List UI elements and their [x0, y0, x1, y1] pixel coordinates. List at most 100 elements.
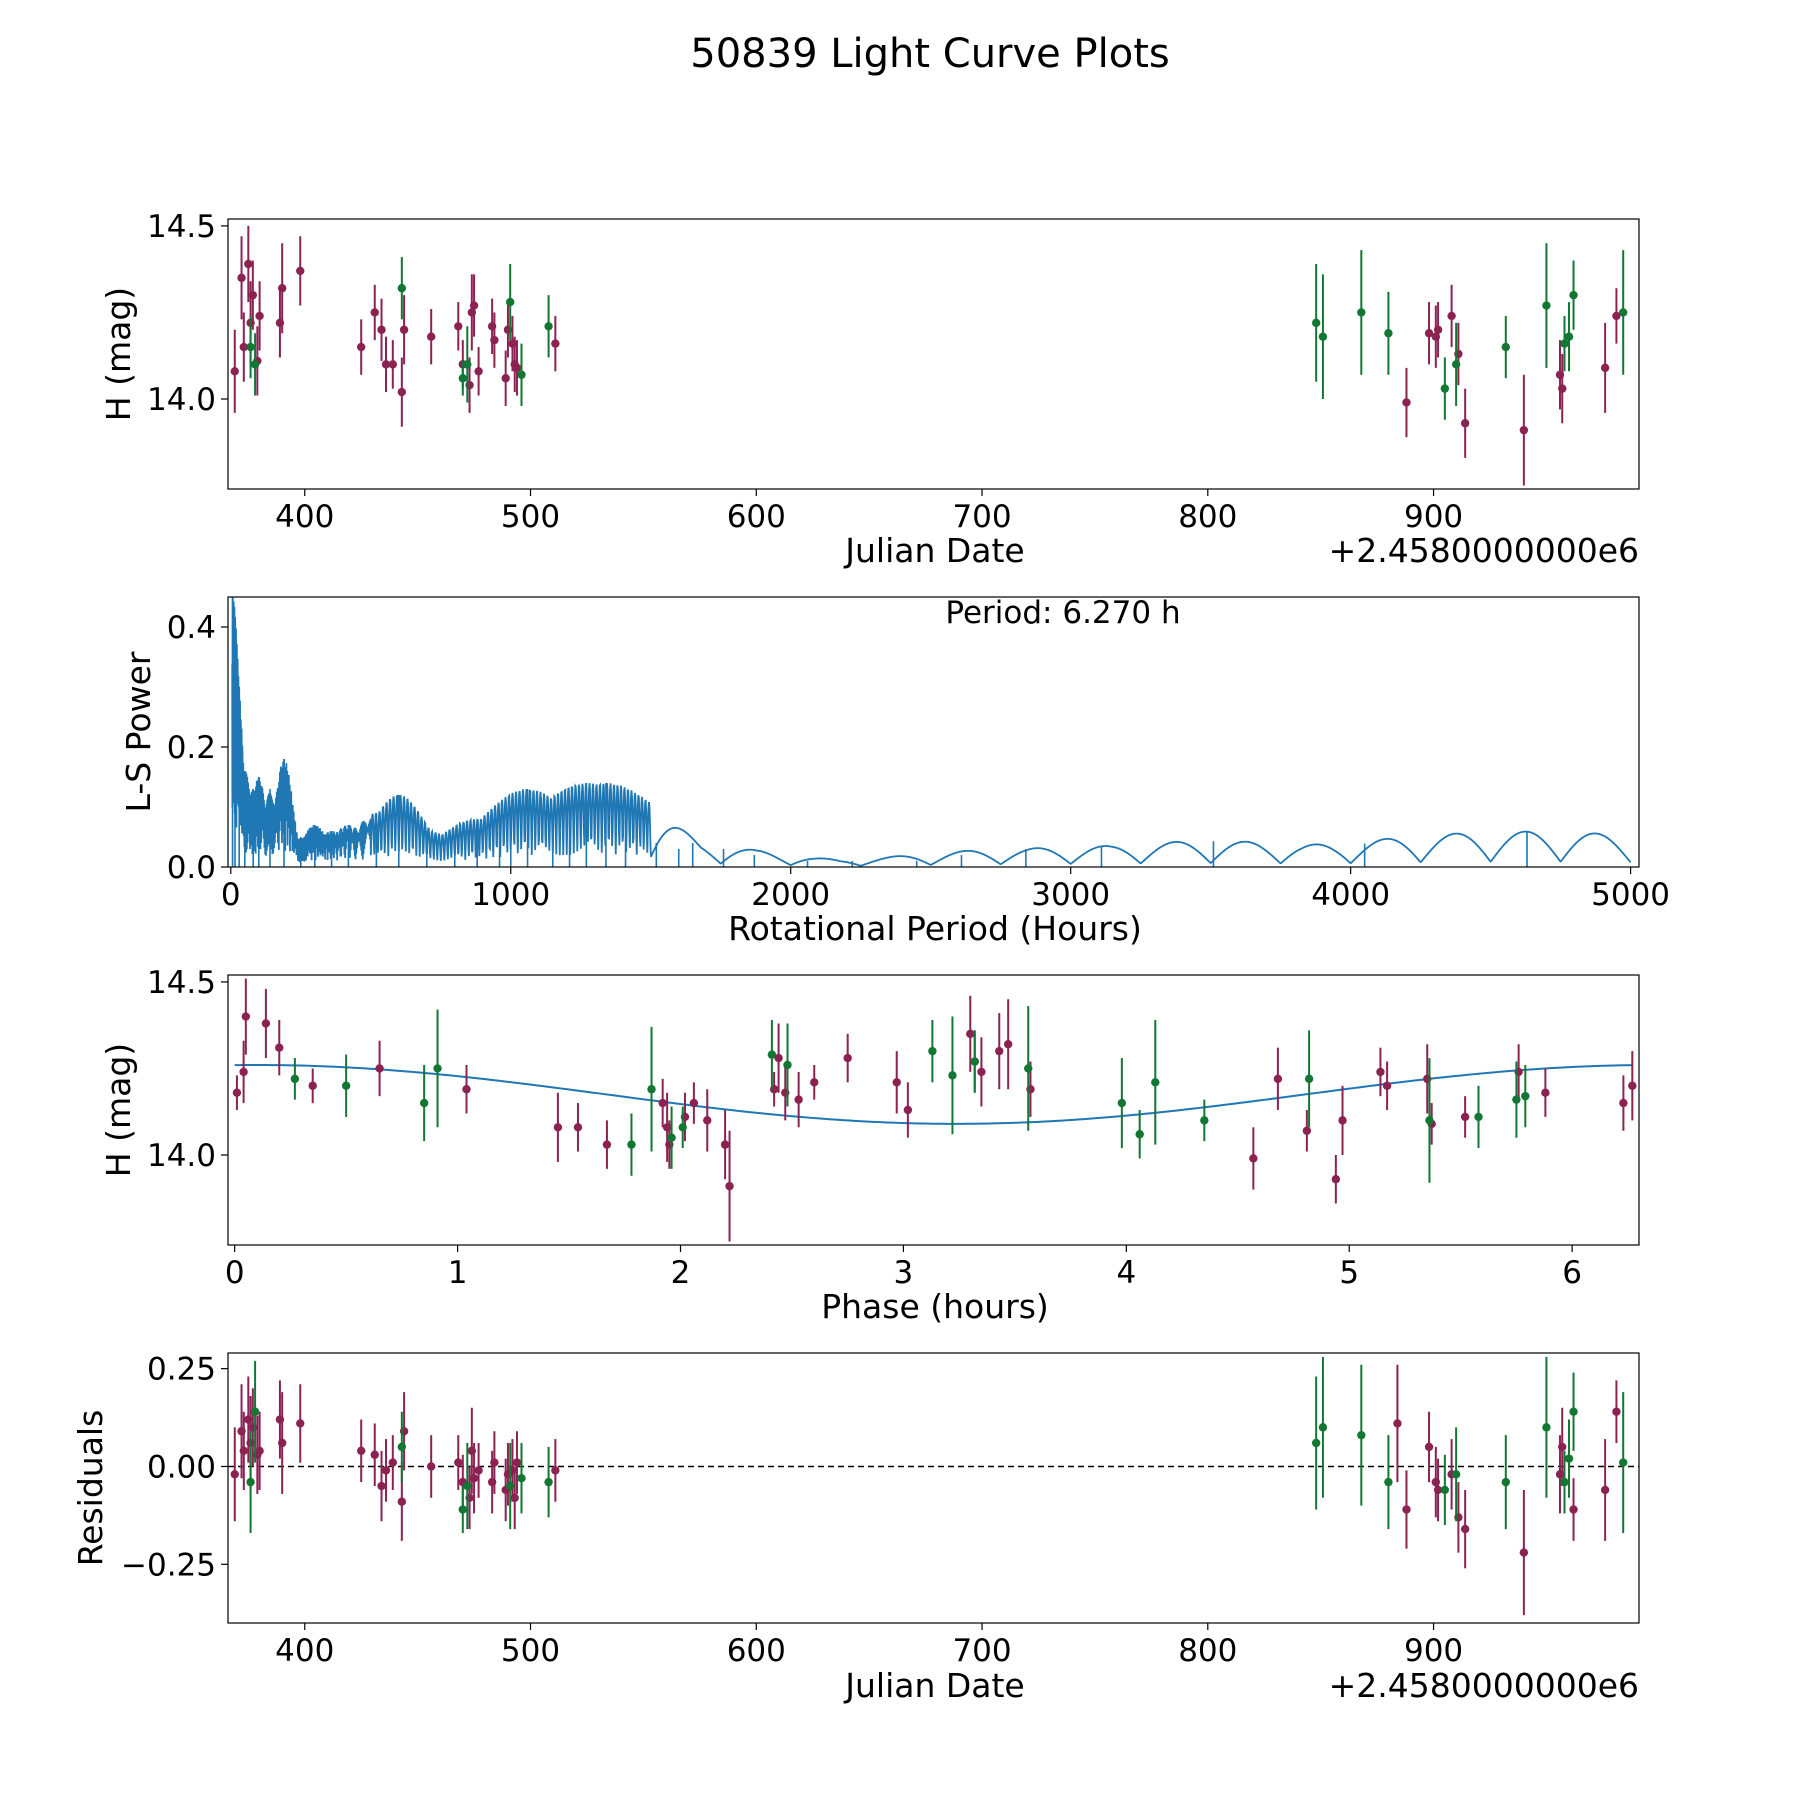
- periodogram-xtick-label: 1000: [471, 877, 550, 913]
- band_b-point: [1542, 301, 1551, 310]
- band_b-point: [1560, 1477, 1569, 1487]
- light-curve-xtick-label: 600: [727, 499, 786, 535]
- band_a-point: [1003, 1040, 1013, 1049]
- light-curve-ytick-label: 14.0: [147, 382, 216, 418]
- band_a-point: [490, 335, 499, 345]
- band_a-point: [1519, 425, 1529, 435]
- band_b-point: [1311, 318, 1321, 328]
- band_a-point: [296, 266, 305, 276]
- phase-folded-xtick-label: 0: [225, 1255, 245, 1291]
- band_a-point: [232, 1088, 242, 1097]
- band_b-point: [1542, 1423, 1551, 1432]
- band_a-point: [658, 1098, 667, 1108]
- band_a-point: [1447, 311, 1456, 321]
- band_a-point: [1338, 1116, 1347, 1125]
- band_a-point: [1433, 1485, 1443, 1495]
- light-curve-xtick-label: 500: [501, 499, 560, 535]
- band_a-point: [689, 1098, 699, 1108]
- band_b-point: [517, 370, 526, 379]
- band_a-point: [551, 339, 560, 348]
- band_a-point: [370, 1450, 379, 1459]
- band_b-point: [458, 1505, 467, 1514]
- band_a-point: [399, 325, 409, 334]
- band_a-point: [1331, 1175, 1341, 1184]
- band_b-point: [1151, 1078, 1160, 1087]
- band_b-point: [1501, 342, 1511, 352]
- band_b-point: [1440, 384, 1450, 393]
- band_b-point: [1440, 1485, 1450, 1495]
- band_a-point: [239, 1067, 248, 1077]
- residuals-ticks: 400 500 600 700 800 900 −0.25 0.00 0.25: [121, 1352, 1463, 1669]
- residuals-ytick-label: 0.25: [147, 1352, 216, 1388]
- band_a-point: [774, 1053, 783, 1063]
- phase-folded-xtick-label: 2: [671, 1255, 691, 1291]
- band_b-point: [1357, 308, 1366, 317]
- band_b-point: [667, 1133, 676, 1142]
- light-curve-xlabel: Julian Date: [843, 531, 1025, 570]
- band_a-point: [230, 1470, 239, 1479]
- band_b-point: [767, 1050, 777, 1059]
- band_b-point: [1564, 1454, 1574, 1463]
- band_b-point: [517, 1474, 526, 1483]
- band_a-point: [1460, 1112, 1470, 1122]
- band_a-point: [255, 1446, 264, 1456]
- band_b-point: [397, 284, 407, 293]
- band_b-point: [341, 1081, 351, 1090]
- band_a-point: [1302, 1126, 1312, 1135]
- periodogram-xtick-label: 5000: [1591, 877, 1670, 913]
- band_a-point: [551, 1466, 560, 1475]
- band_a-point: [703, 1116, 712, 1125]
- band_a-point: [1460, 1524, 1470, 1534]
- band_b-point: [433, 1064, 442, 1073]
- periodogram-marks: [231, 597, 1632, 867]
- band_a-point: [1424, 329, 1434, 338]
- band_a-point: [490, 1458, 499, 1467]
- phase-folded-xtick-label: 3: [894, 1255, 914, 1291]
- band_a-point: [553, 1123, 563, 1132]
- band_b-point: [463, 1481, 472, 1491]
- band_a-point: [239, 1446, 249, 1456]
- band_b-point: [970, 1057, 979, 1066]
- band_a-point: [1424, 1442, 1434, 1452]
- band_b-point: [1474, 1112, 1483, 1122]
- periodogram-panel: 0 1000 2000 3000 4000 5000 0.0 0.2 0.4 Period: 6…: [119, 595, 1670, 948]
- residuals-panel: 400 500 600 700 800 900 −0.25 0.00 0.25 Julian D…: [71, 1352, 1640, 1705]
- band_b-point: [1512, 1095, 1521, 1104]
- band_a-point: [966, 1029, 975, 1039]
- band_a-point: [356, 342, 366, 352]
- residuals-xlabel: Julian Date: [843, 1666, 1025, 1705]
- periodogram-xlabel: Rotational Period (Hours): [728, 909, 1142, 948]
- band_a-point: [1600, 363, 1610, 373]
- band_b-point: [1384, 1477, 1393, 1487]
- light-curve-x-offset: +2.4580000000e6: [1329, 531, 1639, 570]
- band_a-point: [381, 360, 391, 369]
- band_a-point: [370, 308, 379, 317]
- band_b-point: [1357, 1430, 1366, 1440]
- residuals-x-offset: +2.4580000000e6: [1329, 1666, 1639, 1705]
- light-curve-ylabel: H (mag): [99, 287, 138, 421]
- band_b-point: [250, 360, 260, 369]
- band_b-point: [1135, 1130, 1144, 1139]
- band_a-point: [244, 259, 253, 269]
- band_a-point: [375, 1064, 384, 1073]
- band_a-point: [296, 1419, 305, 1428]
- band_a-point: [377, 325, 386, 334]
- periodogram-frame: [227, 596, 1640, 868]
- phase-folded-ytick-label: 14.0: [147, 1138, 216, 1174]
- band_a-point: [261, 1019, 271, 1028]
- band_b-point: [948, 1071, 957, 1080]
- band_b-point: [1618, 308, 1628, 317]
- band_a-point: [397, 1497, 407, 1506]
- phase-folded-xtick-label: 1: [448, 1255, 468, 1291]
- band_a-point: [1273, 1074, 1283, 1084]
- light-curve-xtick-label: 800: [1178, 499, 1237, 535]
- phase-folded-ytick-label: 14.5: [147, 965, 216, 1001]
- band_a-point: [277, 284, 287, 293]
- band_b-point: [1564, 332, 1574, 341]
- periodogram-xtick-label: 2000: [751, 877, 830, 913]
- residuals-xtick-label: 400: [275, 1633, 334, 1669]
- band_a-point: [1402, 398, 1411, 407]
- band_b-point: [506, 1481, 515, 1491]
- figure-title: 50839 Light Curve Plots: [690, 31, 1169, 77]
- light-curve-xtick-label: 900: [1404, 499, 1463, 535]
